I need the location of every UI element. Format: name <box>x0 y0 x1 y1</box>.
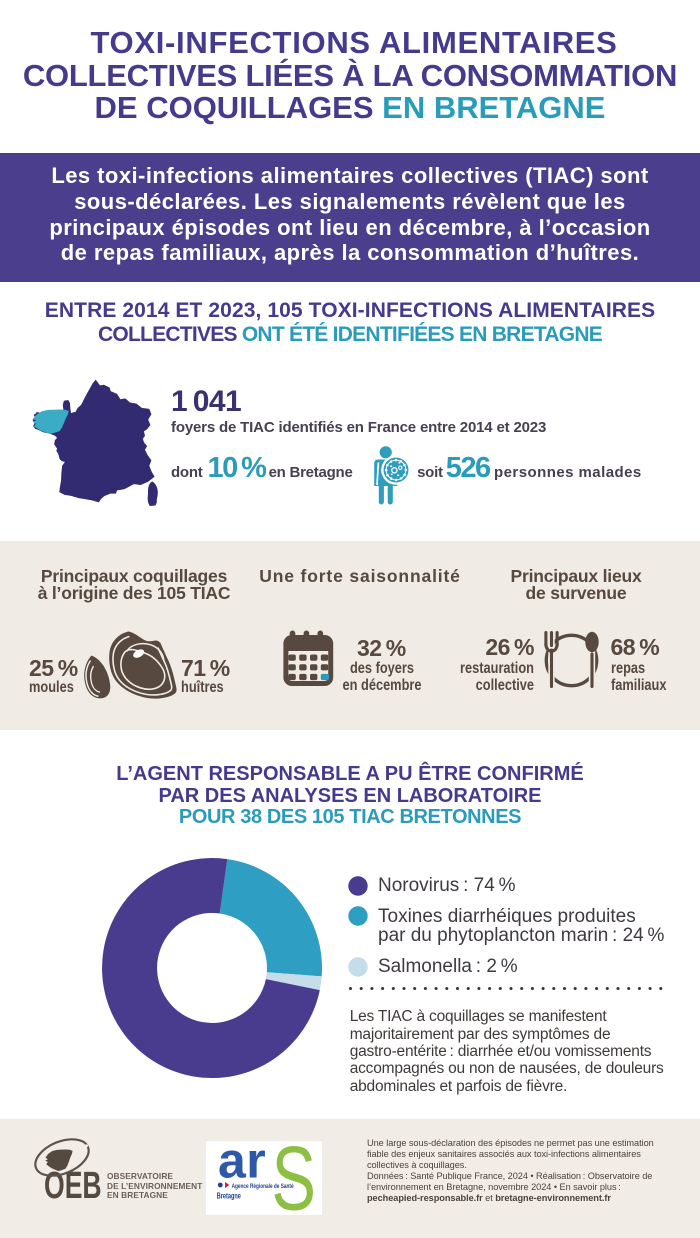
svg-text:S: S <box>272 1127 316 1229</box>
svg-text:ar: ar <box>218 1133 266 1189</box>
svg-text:Agence Régionale de Santé: Agence Régionale de Santé <box>232 1183 294 1190</box>
svg-text:Bretagne: Bretagne <box>217 1191 242 1200</box>
